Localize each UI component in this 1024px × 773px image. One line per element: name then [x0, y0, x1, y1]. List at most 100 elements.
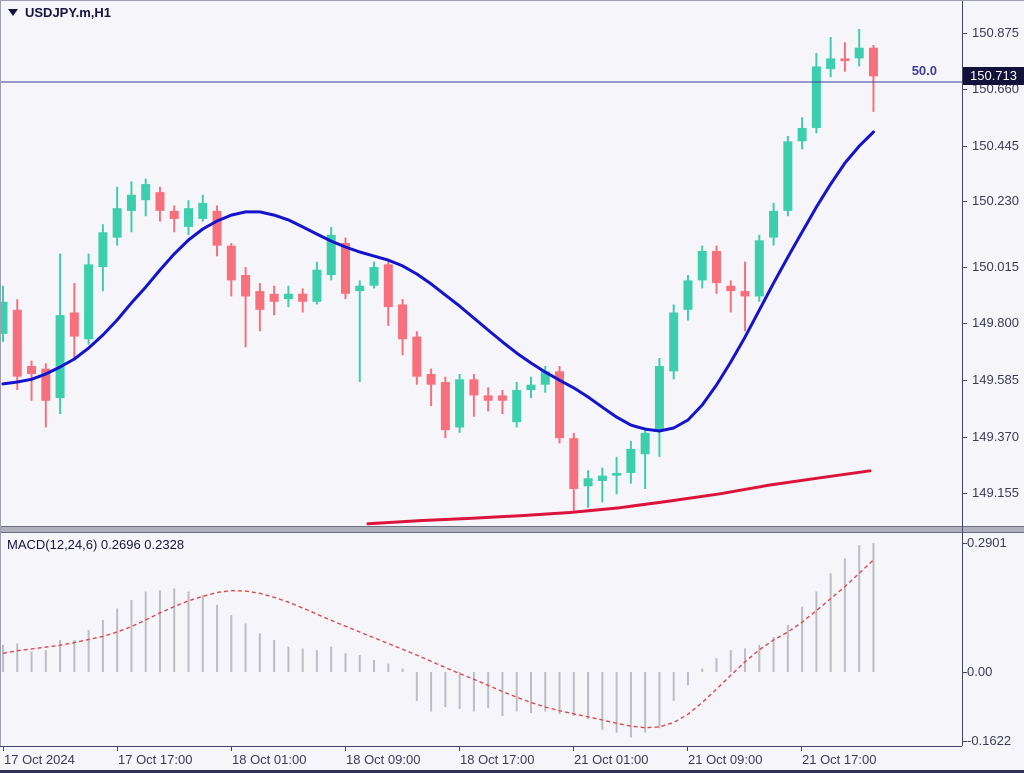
candle-body	[412, 336, 422, 377]
trend-line-red	[366, 469, 872, 526]
candle	[868, 45, 878, 112]
axis-tick	[962, 33, 967, 34]
axis-tick	[962, 741, 967, 742]
candle	[283, 285, 293, 308]
price-chart-pane[interactable]	[0, 0, 962, 526]
candle	[241, 267, 251, 348]
candle-body	[811, 66, 821, 128]
candle-body	[184, 208, 194, 227]
candle-body	[169, 210, 179, 219]
current-price-tag: 150.713	[963, 67, 1024, 85]
window-top-edge	[0, 0, 1024, 1]
time-axis-tick	[117, 746, 118, 751]
candle	[55, 253, 65, 415]
candle-body	[98, 232, 108, 268]
axis-tick	[962, 380, 967, 381]
time-axis-tick	[687, 746, 688, 751]
time-axis-label: 18 Oct 01:00	[232, 752, 307, 767]
axis-border-line	[962, 0, 963, 746]
candle-body	[840, 58, 850, 62]
axis-tick	[962, 543, 967, 544]
candle-body	[241, 275, 251, 297]
candle	[184, 200, 194, 235]
candle-body	[55, 315, 65, 399]
current-price-value: 150.713	[970, 68, 1017, 83]
candle-body	[255, 291, 265, 310]
candle-body	[769, 210, 779, 238]
candle	[826, 37, 836, 78]
candle	[769, 202, 779, 246]
candle-body	[555, 371, 565, 439]
price-pane-background	[0, 0, 962, 526]
time-axis-label: 21 Oct 01:00	[574, 752, 649, 767]
axis-tick	[962, 437, 967, 438]
candle	[854, 28, 864, 67]
candle	[298, 288, 308, 313]
symbol-title[interactable]: USDJPY.m,H1	[8, 5, 111, 20]
candle-body	[212, 210, 222, 246]
candle-body	[469, 379, 479, 396]
candle-body	[540, 371, 550, 385]
candle-body	[27, 365, 37, 374]
moving-average-line	[1, 130, 875, 433]
candle-body	[426, 373, 436, 385]
candle	[569, 432, 579, 511]
time-axis-tick	[345, 746, 346, 751]
time-axis-label: 21 Oct 17:00	[802, 752, 877, 767]
candle	[512, 382, 522, 428]
time-axis-tick	[459, 746, 460, 751]
candle-body	[754, 240, 764, 297]
candle-body	[826, 58, 836, 70]
candle-body	[497, 395, 507, 401]
time-axis-tick	[3, 746, 4, 751]
candle-body	[69, 312, 79, 337]
time-axis-label: 18 Oct 09:00	[346, 752, 421, 767]
candle-body	[612, 472, 622, 476]
price-axis-label: 150.230	[972, 193, 1019, 208]
candle-body	[597, 475, 607, 481]
macd-indicator-pane[interactable]	[0, 533, 962, 746]
time-scale[interactable]: 17 Oct 2024 17 Oct 17:00 18 Oct 01:00 18 Oc…	[0, 746, 1024, 771]
price-axis-label: 149.155	[972, 485, 1019, 500]
candle	[669, 304, 679, 380]
candle-body	[283, 293, 293, 300]
candle	[98, 224, 108, 292]
candle-body	[669, 312, 679, 372]
candle-body	[355, 285, 365, 292]
candle-body	[12, 309, 22, 377]
axis-tick	[962, 89, 967, 90]
candle	[169, 205, 179, 233]
candle	[483, 387, 493, 412]
candle-body	[369, 267, 379, 286]
candle-body	[683, 280, 693, 310]
candle	[840, 42, 850, 72]
candle-body	[726, 285, 736, 292]
axis-tick	[962, 146, 967, 147]
candle	[811, 53, 821, 134]
candle-body	[340, 242, 350, 294]
window-bottom-edge	[0, 770, 1024, 773]
candle-body	[640, 432, 650, 455]
candle-body	[141, 184, 151, 201]
price-axis-label: 149.800	[972, 315, 1019, 330]
candle-body	[0, 301, 8, 334]
time-axis-tick	[573, 746, 574, 751]
candle	[469, 373, 479, 417]
candle	[726, 280, 736, 313]
candle	[312, 261, 322, 305]
candle	[583, 470, 593, 508]
candle-body	[326, 234, 336, 276]
candle	[212, 205, 222, 257]
candle	[440, 376, 450, 439]
price-scale[interactable]: 150.875 150.660 150.445 150.230 150.015 149.8…	[962, 0, 1024, 748]
candle	[12, 299, 22, 391]
candle-body	[298, 293, 308, 302]
time-axis-line	[0, 746, 962, 747]
candle-body	[198, 202, 208, 219]
candle-body	[783, 141, 793, 211]
candle	[640, 427, 650, 490]
candle-body	[155, 192, 165, 211]
candle	[126, 181, 136, 233]
pane-separator[interactable]	[0, 526, 1024, 533]
